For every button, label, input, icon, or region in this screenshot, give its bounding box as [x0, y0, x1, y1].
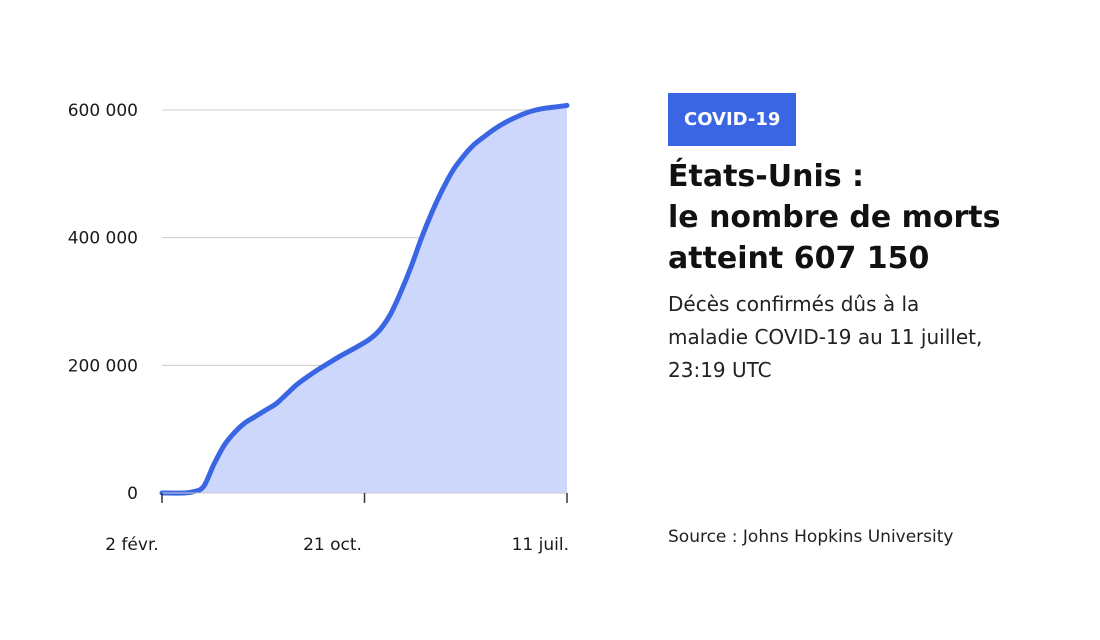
description-line-3: 23:19 UTC: [668, 358, 772, 382]
x-axis: [161, 492, 568, 503]
x-tick-label: 11 juil.: [512, 535, 569, 555]
y-axis-tick-labels: 0 200 000 400 000 600 000: [68, 101, 138, 504]
headline-line-1: États-Unis :: [668, 159, 865, 194]
headline: États-Unis : le nombre de morts atteint …: [668, 156, 1088, 279]
description-line-2: maladie COVID-19 au 11 juillet,: [668, 325, 983, 349]
y-tick-label: 0: [127, 484, 138, 504]
description-line-1: Décès confirmés dûs à la: [668, 292, 920, 316]
y-tick-label: 600 000: [68, 101, 138, 121]
description: Décès confirmés dûs à la maladie COVID-1…: [668, 288, 1088, 387]
deaths-area-fill: [162, 105, 567, 494]
deaths-series-line: [159, 102, 570, 496]
x-axis-tick-labels: 2 févr. 21 oct. 11 juil.: [105, 535, 569, 555]
x-tick-label: 21 oct.: [303, 535, 362, 555]
source-credit: Source : Johns Hopkins University: [668, 527, 954, 547]
headline-line-2: le nombre de morts: [668, 200, 1001, 235]
x-tick-label: 2 févr.: [105, 535, 159, 555]
topic-badge: COVID-19: [668, 93, 797, 146]
cumulative-deaths-chart: 0 200 000 400 000 600 000 2 févr. 21 oct. 11 …: [68, 101, 570, 555]
headline-line-3: atteint 607 150: [668, 241, 930, 276]
y-tick-label: 200 000: [68, 356, 138, 376]
y-tick-label: 400 000: [68, 229, 138, 249]
